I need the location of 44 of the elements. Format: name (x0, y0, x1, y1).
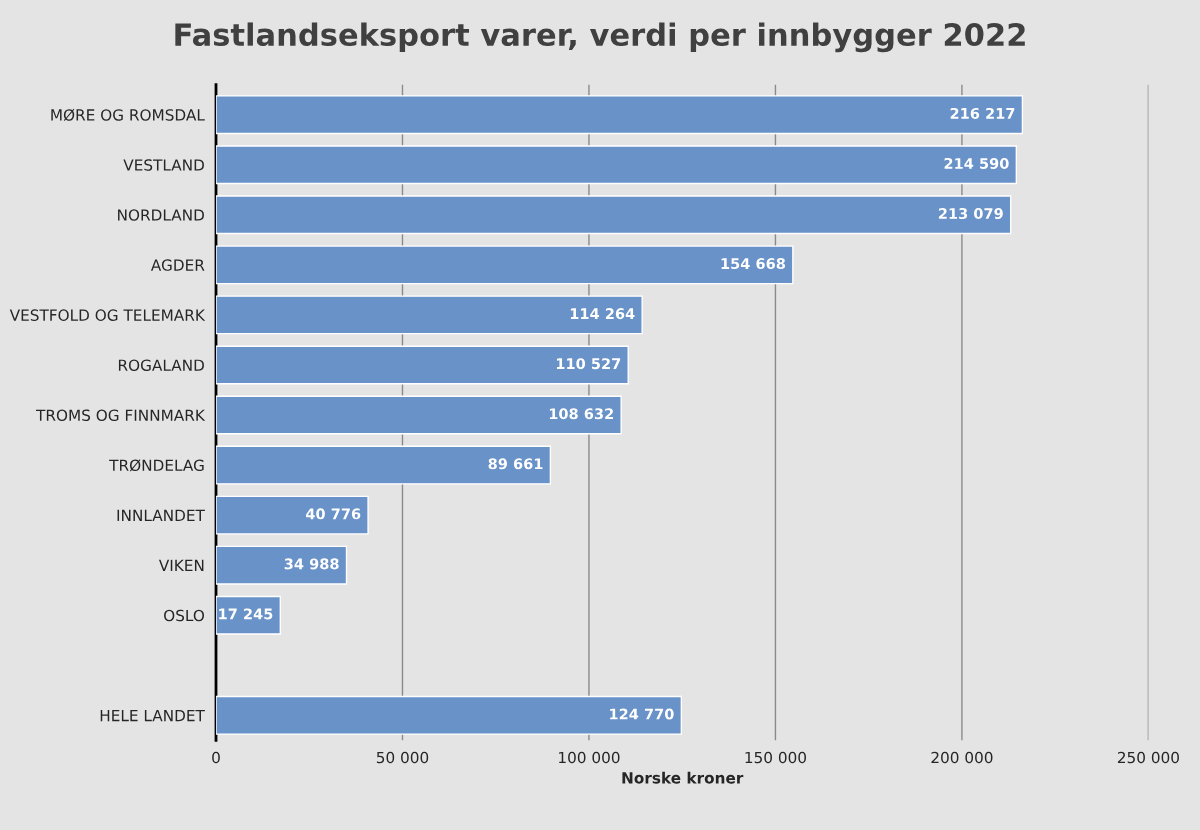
y-tick-label: OSLO (164, 609, 205, 622)
y-tick-label: HELE LANDET (100, 710, 205, 722)
data-label: 213 079 (938, 208, 1003, 220)
y-tick-label: TRØNDELAG (109, 459, 204, 472)
x-tick-label: 200 000 (931, 751, 993, 764)
x-axis-title: Norske kroner (622, 771, 744, 784)
bar (216, 95, 1024, 135)
bar (216, 295, 643, 335)
bar (216, 445, 552, 485)
y-tick-label: INNLANDET (117, 509, 205, 521)
data-label: 214 590 (944, 157, 1009, 169)
y-tick-label: VIKEN (158, 559, 204, 571)
chart-title: Fastlandseksport varer, verdi per innbygger 2022 (175, 22, 1025, 53)
data-label: 124 770 (610, 708, 674, 720)
y-tick-label: TROMS OG FINNMARK (35, 409, 206, 422)
x-tick-label: 250 000 (1117, 751, 1179, 764)
bar (216, 345, 629, 385)
y-tick-label: VESTLAND (123, 159, 204, 171)
y-tick-label: AGDER (150, 259, 205, 271)
y-tick-label: ROGALAND (118, 359, 204, 371)
x-tick-label: 50 000 (376, 751, 429, 764)
bar (216, 145, 1018, 185)
data-label: 110 527 (556, 358, 621, 370)
data-label: 40 776 (305, 508, 361, 520)
y-tick-label: MØRE OG ROMSDAL (51, 108, 205, 122)
y-tick-label: VESTFOLD OG TELEMARK (9, 309, 206, 321)
y-tick-label: NORDLAND (118, 209, 204, 221)
bar (216, 245, 794, 285)
x-tick-label: 0 (212, 751, 220, 764)
bar (216, 195, 1012, 235)
bar (216, 595, 282, 635)
data-label: 216 217 (950, 107, 1015, 119)
bar (216, 495, 369, 535)
bar (216, 545, 348, 585)
data-label: 114 264 (570, 308, 635, 320)
data-label: 89 661 (488, 458, 543, 470)
data-label: 17 245 (219, 608, 273, 620)
data-label: 154 668 (721, 258, 785, 270)
x-tick-label: 150 000 (745, 751, 807, 764)
data-label: 108 632 (549, 408, 613, 420)
bar (216, 395, 622, 435)
x-tick-label: 100 000 (559, 751, 620, 764)
data-label: 34 988 (284, 558, 339, 570)
bar (216, 695, 683, 735)
